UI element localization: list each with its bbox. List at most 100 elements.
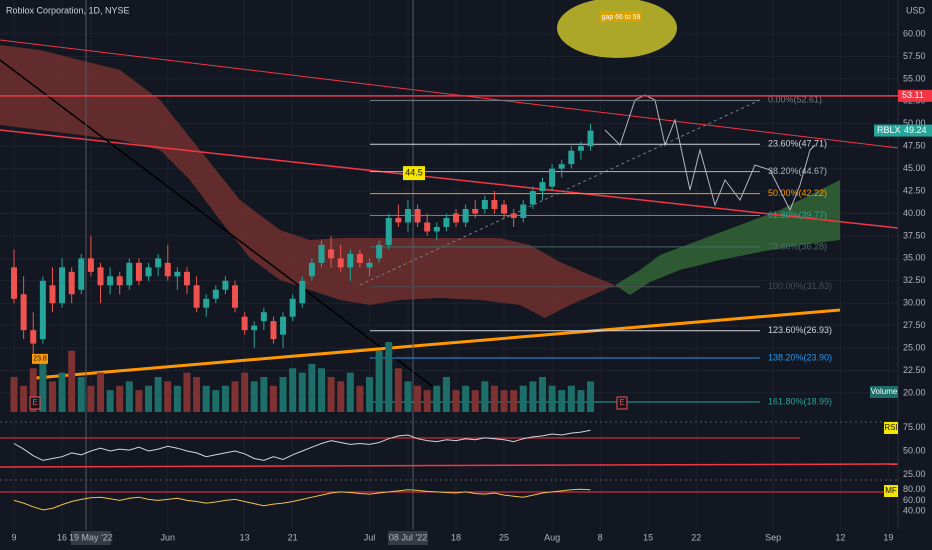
candle-body: [376, 244, 383, 259]
x-tick-label: 25: [499, 532, 509, 542]
fib-label: 0.00%(52.61): [768, 95, 822, 105]
x-tick-label: 12: [835, 532, 845, 542]
candle-body: [318, 244, 325, 263]
volume-bar: [29, 368, 37, 412]
mf-line: [13, 488, 591, 511]
candle-body: [251, 325, 258, 331]
candle-body: [395, 217, 402, 223]
fib-label: 61.80%(39.77): [768, 210, 827, 220]
trend-line: [0, 59, 441, 393]
candle-body: [529, 191, 536, 205]
candle-body: [549, 168, 556, 187]
x-tick-highlight: [70, 531, 111, 545]
x-tick-label: 19 May '22: [69, 532, 113, 542]
gap-note: gap 66 to 59: [602, 14, 641, 21]
candle-body: [212, 289, 219, 299]
volume-bar: [125, 381, 133, 412]
candle-body: [453, 213, 460, 223]
candle-body: [280, 316, 287, 335]
x-tick-label: Sep: [765, 532, 781, 542]
volume-bar: [385, 342, 393, 412]
candle-body: [30, 330, 37, 344]
volume-bar: [366, 377, 374, 412]
volume-bar: [587, 381, 595, 412]
y-tick-label: 40.00: [903, 208, 926, 218]
pane-tag: RSI: [884, 423, 897, 432]
pane-tag: Volume: [871, 387, 898, 396]
y-tick-label: 22.50: [903, 365, 926, 375]
volume-bar: [279, 377, 287, 412]
y-tick-label: 37.50: [903, 230, 926, 240]
candle-body: [462, 209, 469, 223]
volume-bar: [452, 390, 460, 412]
candle-body: [20, 294, 27, 331]
mf-tick-label: 80.00: [903, 484, 926, 494]
pane-tag-box: [884, 485, 898, 497]
volume-bar: [135, 390, 143, 412]
event-marker-box: [29, 396, 41, 410]
ichimoku-cloud-bull: [615, 180, 840, 295]
gap-note-box: [600, 11, 642, 22]
volume-bar: [346, 372, 354, 412]
volume-bar: [577, 390, 585, 412]
x-tick-highlight: [387, 531, 428, 545]
candle-body: [587, 130, 594, 147]
candle-body: [491, 200, 498, 210]
candle-body: [299, 280, 306, 304]
fib-label: 78.60%(36.28): [768, 241, 827, 251]
gap-highlight: [557, 0, 677, 58]
y-tick-label: 45.00: [903, 163, 926, 173]
candle-body: [116, 276, 123, 286]
candle-body: [337, 258, 344, 268]
data-layer: 60.0057.5055.0052.5050.0047.5045.0042.50…: [0, 28, 932, 545]
volume-bar: [164, 381, 172, 412]
volume-bar: [394, 368, 402, 412]
volume-bar: [193, 377, 201, 412]
rsi-tick-label: 75.00: [903, 422, 926, 432]
candle-body: [107, 276, 114, 286]
rsi-tick-label: 50.00: [903, 445, 926, 455]
candle-body: [135, 262, 142, 281]
volume-bar: [260, 377, 268, 412]
low-label-box: [32, 353, 48, 364]
volume-bar: [173, 385, 181, 412]
volume-bar: [231, 381, 239, 412]
fib-label: 38.20%(44.67): [768, 166, 827, 176]
volume-bar: [106, 390, 114, 412]
volume-bar: [567, 385, 575, 412]
volume-bar: [423, 390, 431, 412]
candle-body: [126, 262, 133, 286]
event-marker-box: [616, 396, 628, 410]
ichimoku-cloud-bear: [0, 45, 615, 318]
candle-body: [520, 204, 527, 218]
candle-body: [289, 298, 296, 317]
x-tick-label: Aug: [544, 532, 560, 542]
candle-body: [270, 321, 277, 340]
candle-body: [404, 209, 411, 223]
candle-body: [155, 258, 162, 268]
volume-bar: [68, 350, 76, 412]
volume-bar: [298, 372, 306, 412]
fib-label: 100.00%(31.83): [768, 281, 832, 291]
pane-tag: MF: [885, 486, 897, 495]
candle-body: [183, 271, 190, 286]
pane-tag-box: [884, 422, 898, 434]
volume-bar: [87, 385, 95, 412]
x-tick-label: 9: [12, 532, 17, 542]
volume-bar: [404, 381, 412, 412]
x-tick-label: 18: [451, 532, 461, 542]
candle-body: [385, 217, 392, 245]
candle-body: [203, 298, 210, 308]
rsi-line: [13, 429, 591, 461]
candle-body: [443, 217, 450, 227]
volume-bar: [548, 385, 556, 412]
level-label-box: [403, 166, 425, 181]
candle-body: [11, 267, 18, 299]
volume-bar: [145, 385, 153, 412]
y-tick-label: 20.00: [903, 387, 926, 397]
volume-bar: [250, 381, 258, 412]
candle-body: [501, 204, 508, 214]
rsi-level: [0, 463, 899, 468]
event-marker: E: [32, 398, 37, 407]
candle-body: [193, 285, 200, 308]
